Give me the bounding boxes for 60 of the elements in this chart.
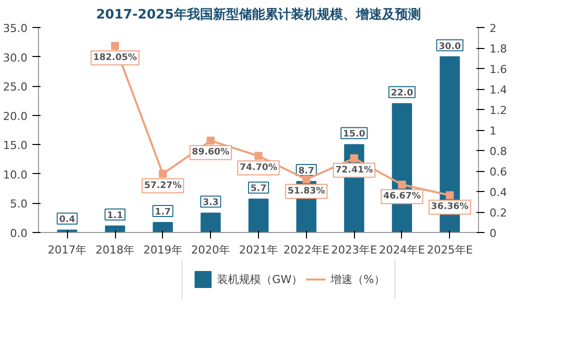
x-tick-label: 2021年 <box>239 244 278 256</box>
data-label: 8.7 <box>298 166 314 177</box>
data-label: 1.1 <box>107 211 124 222</box>
x-tick-label: 2024年E <box>379 244 425 256</box>
point <box>398 180 406 189</box>
y-tick-label: 10.0 <box>3 168 28 182</box>
bar <box>152 222 173 232</box>
data-label: 15.0 <box>343 130 366 140</box>
point <box>350 154 358 162</box>
legend-label: 增速（%） <box>330 272 385 286</box>
y2-tick-label: 1.8 <box>490 42 507 56</box>
bar <box>104 226 126 232</box>
point <box>111 42 120 50</box>
x-tick-label: 2023年E <box>331 244 378 256</box>
point <box>206 136 215 145</box>
y-tick-label: 30.0 <box>3 51 28 64</box>
data-label: 89.60% <box>192 148 230 158</box>
legend-label: 装机规模（GW） <box>217 272 302 286</box>
bar <box>200 212 221 232</box>
point <box>254 152 262 160</box>
y-tick-label: 25.0 <box>3 80 28 94</box>
data-label: 3.3 <box>202 198 219 208</box>
y2-tick-label: 0 <box>490 227 496 240</box>
bar <box>248 198 269 232</box>
data-label: 5.7 <box>250 184 266 194</box>
data-label: 74.70% <box>240 162 278 173</box>
y2-tick-label: 0.2 <box>490 206 507 220</box>
data-label: 46.67% <box>383 192 421 202</box>
y-tick-label: 0.0 <box>10 227 28 240</box>
y-tick-label: 35.0 <box>3 22 28 35</box>
y-tick-label: 15.0 <box>3 139 28 152</box>
data-label: 30.0 <box>438 42 461 52</box>
data-label: 36.36% <box>431 202 469 212</box>
data-label: 1.7 <box>154 208 171 218</box>
x-tick-label: 2022年E <box>283 244 330 256</box>
data-label: 0.4 <box>59 215 76 226</box>
y2-tick-label: 0.8 <box>490 145 507 158</box>
y-tick-label: 20.0 <box>3 110 28 123</box>
y-tick-label: 5.0 <box>10 198 28 211</box>
y2-tick-label: 0.6 <box>490 166 507 178</box>
data-label: 51.83% <box>288 186 326 196</box>
point <box>158 170 167 178</box>
y2-tick-label: 1.2 <box>490 104 507 117</box>
x-tick-label: 2025年E <box>426 244 473 256</box>
data-label: 72.41% <box>335 165 373 176</box>
y2-tick-label: 0.4 <box>490 186 507 199</box>
point <box>302 175 310 184</box>
y2-tick-label: 1 <box>490 124 496 138</box>
y2-tick-label: 1.4 <box>490 84 507 96</box>
x-tick-label: 2020年 <box>191 244 230 256</box>
data-label: 182.05% <box>93 52 137 63</box>
point <box>446 191 454 200</box>
data-label: 57.27% <box>144 180 182 191</box>
x-tick-label: 2017年 <box>48 244 87 256</box>
x-tick-label: 2018年 <box>96 244 135 256</box>
y2-tick-label: 1.6 <box>490 63 507 76</box>
chart-title: 2017-2025年我国新型储能累计装机规模、增速及预测 <box>96 6 421 22</box>
x-tick-label: 2019年 <box>143 244 182 256</box>
data-label: 22.0 <box>390 88 414 99</box>
y2-tick-label: 2 <box>490 22 496 35</box>
